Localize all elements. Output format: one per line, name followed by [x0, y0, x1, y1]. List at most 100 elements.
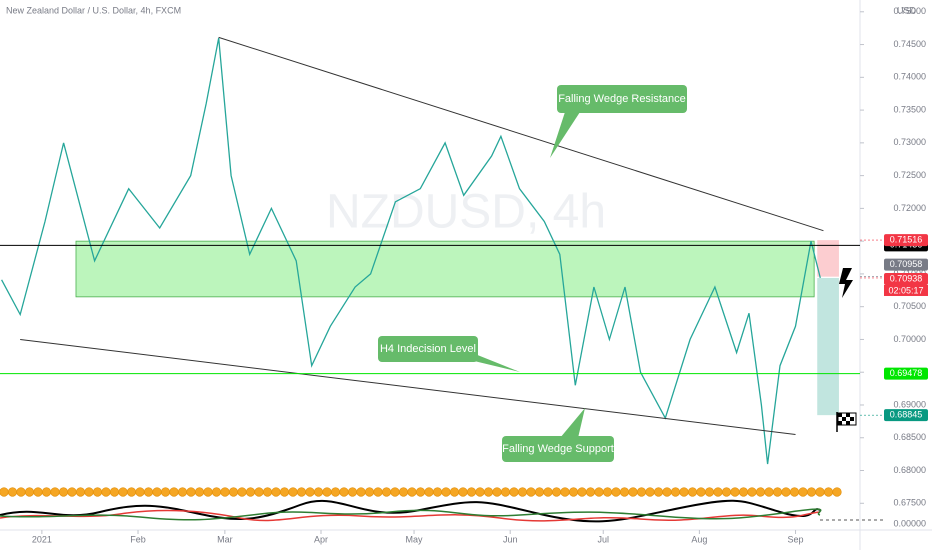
indicator-icon	[500, 487, 511, 497]
indicator-icon	[704, 487, 715, 497]
indicator-icon	[33, 487, 43, 497]
indicator-icon	[0, 487, 9, 497]
indicator-icon	[407, 487, 417, 497]
oscillator-axis-label: 0.00000	[893, 518, 926, 528]
indicator-icon	[143, 487, 154, 497]
chart-title: New Zealand Dollar / U.S. Dollar, 4h, FX…	[6, 5, 181, 15]
indicator-icon	[177, 487, 188, 497]
indicator-icon	[764, 487, 774, 497]
indicator-icon	[398, 487, 409, 497]
indicator-icon	[16, 487, 26, 497]
callout: Falling Wedge Support	[502, 408, 614, 462]
annotation: H4 Indecision Level	[380, 343, 476, 355]
y-tick-label: 0.74500	[893, 39, 926, 49]
indicator-icon	[449, 487, 460, 497]
indicator-icon	[194, 487, 205, 497]
indicator-icon	[687, 487, 698, 497]
callout: Falling Wedge Resistance	[550, 85, 687, 158]
indicator-icon	[67, 487, 77, 497]
watermark: NZDUSD, 4h	[326, 186, 606, 239]
indicator-icon	[381, 487, 392, 497]
price-tag-label: 0.68845	[890, 410, 923, 420]
price-tag-label: 0.69478	[890, 368, 923, 378]
y-tick-label: 0.70500	[893, 301, 926, 311]
indicator-icon	[492, 487, 502, 497]
indicator-icon	[526, 487, 536, 497]
plot	[1, 36, 839, 465]
indicator-icon	[126, 487, 137, 497]
y-tick-label: 0.73500	[893, 104, 926, 114]
indicator-icon	[50, 487, 60, 497]
indicator-icon	[577, 487, 587, 497]
indicator-icon	[7, 487, 18, 497]
indicator-icon	[475, 487, 485, 497]
indicator-icon	[543, 487, 553, 497]
indicator-icon	[781, 487, 791, 497]
indicator-icon	[730, 487, 740, 497]
indicator-icon	[679, 487, 689, 497]
x-tick-label: Feb	[130, 534, 146, 544]
indicator-icon	[288, 487, 298, 497]
flag-icon	[836, 412, 857, 432]
indicator-icon	[721, 487, 732, 497]
indicator-icon	[296, 487, 307, 497]
support-resistance-zone	[75, 240, 815, 298]
indicator-icon	[220, 487, 230, 497]
indicator-icon	[551, 487, 562, 497]
indicator-icon	[305, 487, 315, 497]
indicator-icon	[152, 487, 162, 497]
indicator-icon	[789, 487, 800, 497]
indicator-icon	[364, 487, 375, 497]
position-loss	[817, 240, 839, 277]
lightning-icon	[839, 268, 853, 298]
indicator-icon	[330, 487, 341, 497]
indicator-icon	[135, 487, 145, 497]
indicator-icon	[160, 487, 171, 497]
indicator-icon	[313, 487, 324, 497]
x-tick-label: Mar	[217, 534, 233, 544]
indicator-icon	[509, 487, 519, 497]
indicator-icon	[424, 487, 434, 497]
indicator-icon	[815, 487, 825, 497]
indicator-icon	[373, 487, 383, 497]
price-tag	[884, 367, 928, 380]
indicator-icon	[560, 487, 570, 497]
indicator-icon	[755, 487, 766, 497]
indicator-icon	[24, 487, 35, 497]
x-tick-label: 2021	[32, 534, 52, 544]
price-tag-label: 0.71516	[890, 234, 923, 244]
price-tag-label: 0.70938	[890, 273, 923, 283]
indicator-icon	[322, 487, 332, 497]
indicator-icon	[169, 487, 179, 497]
indicator-icon	[203, 487, 213, 497]
indicator-icon	[84, 487, 94, 497]
indicator-icon	[390, 487, 400, 497]
indicator-icon	[594, 487, 604, 497]
indicator-icon	[347, 487, 358, 497]
oscillator	[0, 499, 885, 523]
indicator-icon	[823, 487, 834, 497]
price-tag	[884, 272, 928, 285]
indicator-icon	[458, 487, 468, 497]
indicator-icons	[0, 487, 842, 497]
indicator-icon	[262, 487, 273, 497]
indicator-icon	[356, 487, 366, 497]
price-line	[1, 37, 821, 465]
price-tag	[884, 234, 928, 247]
x-tick-label: Sep	[788, 534, 804, 544]
price-tag-label: 0.70958	[890, 259, 923, 269]
indicator-icon	[254, 487, 264, 497]
indicator-icon	[619, 487, 630, 497]
indicator-icon	[415, 487, 426, 497]
y-tick-label: 0.68500	[893, 432, 926, 442]
indicator-icon	[772, 487, 783, 497]
indicator-icon	[832, 487, 842, 497]
indicator-icon	[653, 487, 664, 497]
indicator-icon	[636, 487, 647, 497]
annotation: Falling Wedge Support	[502, 443, 614, 455]
currency: USD	[897, 5, 917, 15]
indicator-icon	[747, 487, 757, 497]
indicator-icon	[713, 487, 723, 497]
indicator-icon	[611, 487, 621, 497]
